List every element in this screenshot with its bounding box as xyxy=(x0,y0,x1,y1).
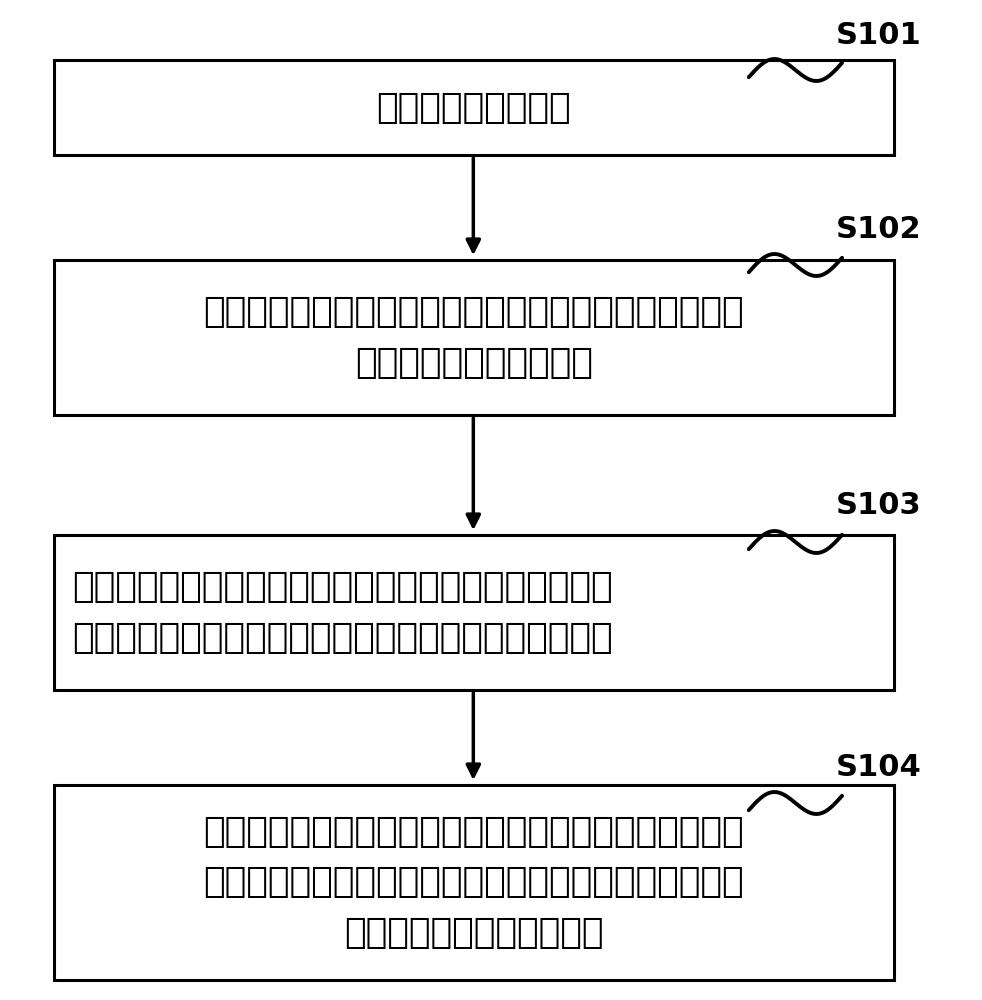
Text: S103: S103 xyxy=(836,490,922,520)
Bar xyxy=(54,535,894,690)
Text: 确定目标障碍物点云: 确定目标障碍物点云 xyxy=(376,91,572,124)
Text: 基于目标障碍物点云建立目标障碍物坐标系；其中目标障
碍物坐标系为世界坐标系: 基于目标障碍物点云建立目标障碍物坐标系；其中目标障 碍物坐标系为世界坐标系 xyxy=(203,295,744,380)
Bar xyxy=(54,260,894,415)
Text: S102: S102 xyxy=(836,216,922,244)
Text: S104: S104 xyxy=(836,754,922,782)
Text: S101: S101 xyxy=(836,20,922,49)
Bar xyxy=(54,785,894,980)
Text: 将目标点在目标障碍物坐标系下的新坐标输入训练好的网
络模型中，得到目标障碍物的识别信息；其中识别信息包
括目标障碍物的尺寸和形状: 将目标点在目标障碍物坐标系下的新坐标输入训练好的网 络模型中，得到目标障碍物的识… xyxy=(203,815,744,950)
Text: 基于目标障碍物坐标系对目标障碍物点云中的目标点进行
重新赋值，得到目标点在目标障碍物坐标系下的新坐标；: 基于目标障碍物坐标系对目标障碍物点云中的目标点进行 重新赋值，得到目标点在目标障… xyxy=(72,570,613,655)
Bar xyxy=(54,60,894,155)
